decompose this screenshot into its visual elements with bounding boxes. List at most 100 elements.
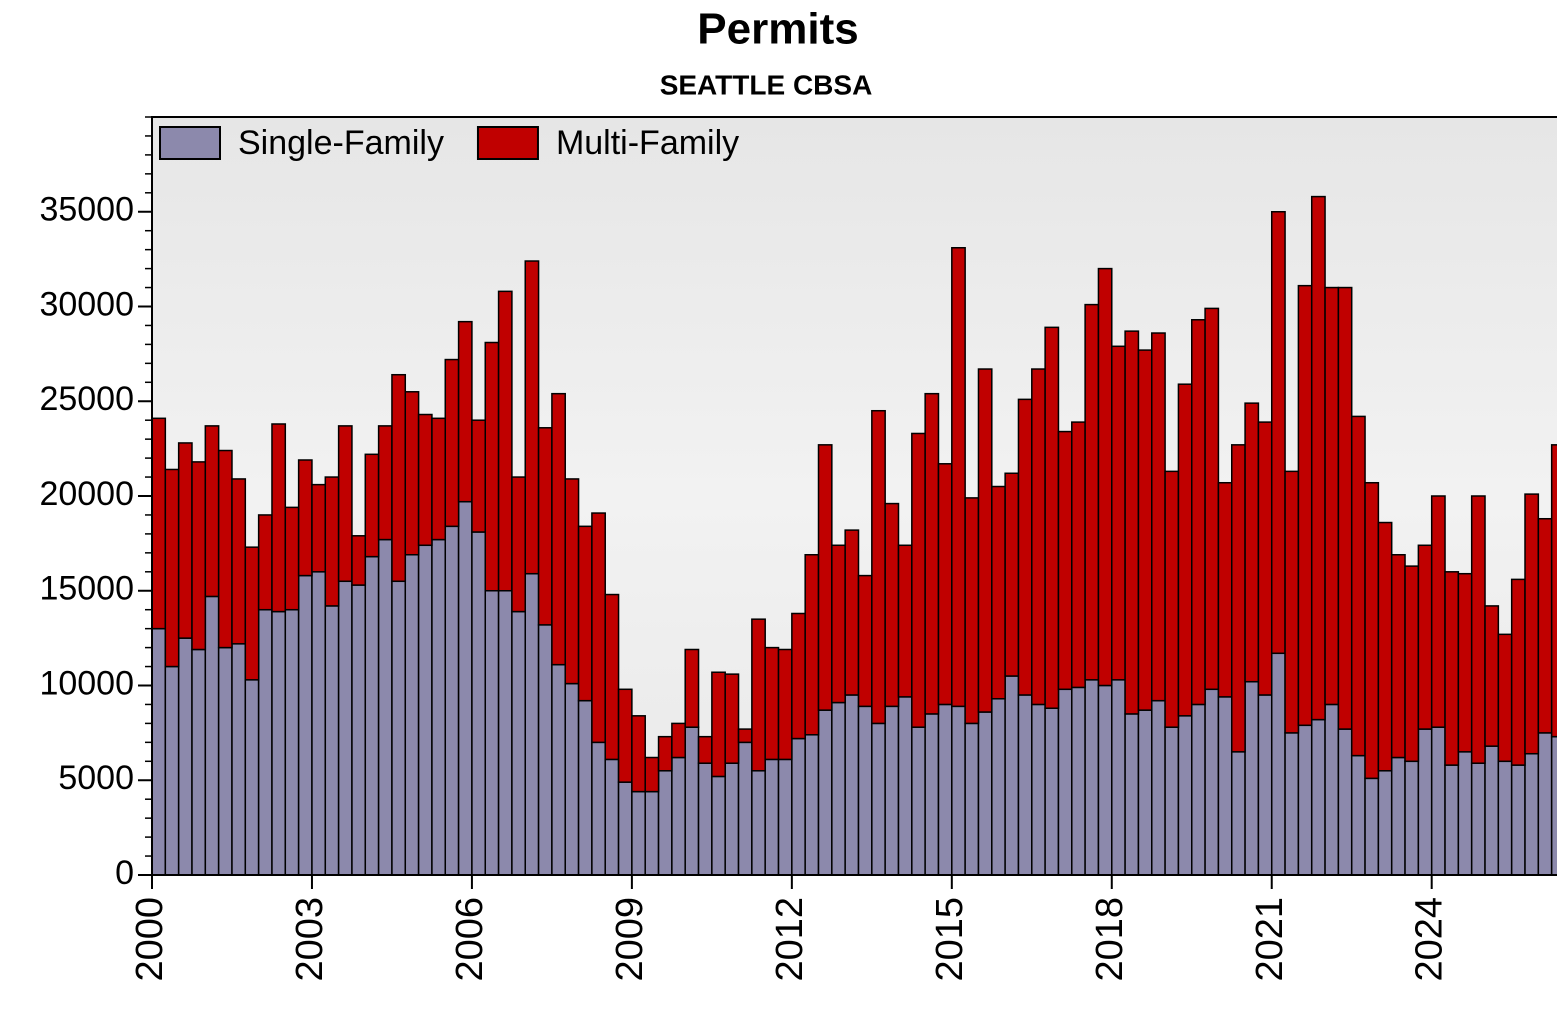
bar-segment (1031, 368, 1046, 706)
bar-segment (591, 512, 606, 744)
bar-segment (604, 593, 620, 761)
bar-segment (297, 459, 313, 577)
bar-segment (817, 444, 833, 711)
bar-segment (884, 502, 900, 708)
bar-segment (1097, 267, 1113, 687)
bar-segment (1377, 521, 1393, 772)
bar-segment (164, 468, 180, 668)
bar-segment (977, 368, 993, 713)
bar-segment (257, 514, 273, 611)
bar-segment (1017, 694, 1033, 876)
bar-segment (1164, 726, 1180, 876)
bar-segment (1004, 472, 1020, 677)
bar-segment (1324, 286, 1340, 706)
legend-swatch (476, 126, 539, 160)
bar-segment (1244, 402, 1260, 683)
bar-segment (1470, 762, 1486, 876)
bar-segment (284, 506, 300, 611)
bar-segment (991, 485, 1006, 700)
bar-segment (791, 612, 806, 740)
bar-segment (377, 538, 393, 876)
bar-segment (471, 531, 487, 876)
bar-segment (1430, 495, 1446, 728)
bar-segment (684, 648, 700, 728)
bar-segment (351, 584, 367, 876)
bar-segment (1071, 421, 1086, 689)
x-tick-label: 2015 (929, 897, 971, 982)
bar-segment (1444, 764, 1460, 876)
bar-segment (671, 722, 686, 759)
bar-segment (577, 525, 593, 702)
bar-segment (857, 705, 873, 876)
bar-segment (1364, 777, 1380, 876)
bar-segment (164, 665, 180, 876)
bar-segment (751, 618, 766, 772)
bar-segment (644, 790, 660, 876)
bar-segment (417, 413, 433, 547)
bar-segment (577, 699, 593, 876)
bar-segment (617, 781, 633, 876)
bar-segment (564, 478, 580, 685)
bar-segment (1177, 715, 1193, 876)
bar-segment (1057, 430, 1073, 691)
bar-segment (1044, 326, 1060, 709)
bar-segment (657, 735, 673, 772)
chart-title: Permits (697, 5, 858, 54)
bar-segment (284, 608, 300, 876)
bar-segment (1337, 286, 1353, 730)
bar-segment (1470, 495, 1486, 764)
bar-segment (1137, 709, 1153, 876)
bar-segment (524, 572, 540, 876)
bar-segment (271, 610, 287, 876)
bar-segment (1284, 732, 1300, 876)
bar-segment (457, 500, 473, 876)
bar-segment (844, 529, 860, 696)
bar-segment (337, 580, 353, 876)
bar-segment (937, 703, 953, 876)
bar-segment (617, 688, 633, 783)
bar-segment (431, 538, 447, 876)
bar-segment (1324, 703, 1340, 876)
bar-segment (831, 544, 846, 704)
bar-segment (777, 758, 793, 876)
bar-segment (244, 546, 260, 681)
bar-segment (391, 373, 407, 583)
bar-segment (1204, 688, 1220, 876)
chart-subtitle: SEATTLE CBSA (660, 69, 873, 100)
bar-segment (924, 392, 940, 715)
bar-segment (1497, 760, 1513, 876)
bar-segment (204, 595, 220, 876)
y-tick-label: 15000 (39, 570, 134, 608)
bar-segment (457, 320, 473, 503)
bar-segment (991, 698, 1006, 876)
bar-segment (1004, 675, 1020, 876)
bar-segment (1524, 752, 1540, 876)
bar-segment (1217, 696, 1233, 876)
bar-segment (804, 734, 820, 876)
bar-segment (884, 705, 900, 876)
bar-segment (697, 762, 713, 876)
bar-segment (471, 419, 487, 533)
x-tick-label: 2000 (129, 897, 171, 982)
bar-segment (404, 553, 420, 876)
bar-segment (191, 648, 207, 876)
bar-segment (1284, 470, 1300, 734)
bar-segment (217, 646, 233, 876)
bar-segment (1097, 684, 1113, 876)
bar-segment (964, 722, 980, 876)
bar-segment (857, 574, 873, 708)
bar-segment (631, 790, 646, 876)
bar-segment (897, 544, 913, 698)
bar-segment (1137, 349, 1153, 711)
bar-segment (444, 525, 460, 876)
bar-segment (1337, 728, 1353, 876)
bar-segment (1151, 332, 1166, 702)
legend-label: Single-Family (238, 124, 444, 162)
bar-segment (1457, 751, 1473, 876)
bar-segment (1510, 764, 1526, 876)
bar-segment (1270, 211, 1286, 655)
bar-segment (764, 646, 780, 761)
bar-segment (257, 608, 273, 876)
bar-segment (964, 497, 980, 725)
bar-segment (351, 535, 367, 586)
